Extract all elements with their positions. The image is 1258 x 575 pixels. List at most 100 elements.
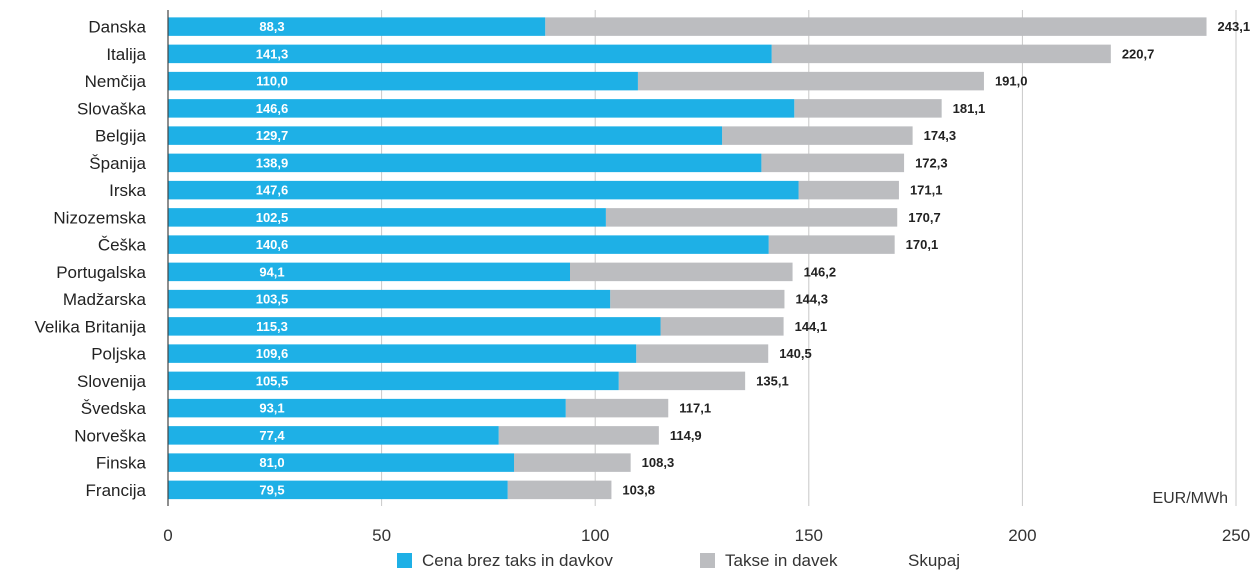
bar-taxes [569, 262, 793, 282]
unit-label: EUR/MWh [1152, 490, 1228, 507]
legend-label: Skupaj [908, 551, 960, 570]
data-label-base: 103,5 [256, 292, 289, 307]
bar-taxes [722, 126, 913, 145]
category-label: Poljska [91, 345, 146, 364]
x-tick-label: 200 [1008, 526, 1036, 545]
data-label-total: 140,5 [779, 346, 812, 361]
category-label: Španija [89, 154, 146, 173]
bar-base-price [168, 153, 762, 173]
data-label-total: 170,1 [906, 237, 939, 252]
category-label: Danska [88, 18, 146, 37]
legend-swatch [397, 553, 412, 568]
legend-label: Takse in davek [725, 551, 838, 570]
category-label: Nemčija [85, 72, 147, 91]
bar-base-price [168, 344, 637, 363]
bars: 88,3 243,1 141,3 220,7 110,0 191,0 146,6 181,1 1… [168, 17, 1251, 500]
category-label: Slovaška [77, 99, 147, 118]
bar-base-price [168, 17, 546, 36]
category-label: Finska [96, 454, 147, 473]
category-label: Norveška [74, 426, 146, 445]
category-labels: Danska Italija Nemčija Slovaška Belgija Špani… [34, 18, 146, 500]
x-tick-label: 250 [1222, 526, 1250, 545]
bar-taxes [565, 398, 669, 418]
bar-taxes [637, 71, 984, 91]
category-label: Irska [109, 181, 146, 200]
bar-base-price [168, 480, 508, 500]
bar-base-price [168, 426, 499, 445]
category-label: Italija [106, 45, 146, 64]
data-label-total: 135,1 [756, 373, 789, 388]
category-label: Madžarska [63, 290, 147, 309]
data-label-total: 174,3 [924, 128, 957, 143]
data-label-base: 94,1 [259, 264, 284, 279]
legend: Cena brez taks in davkov Takse in davek Sk… [397, 551, 960, 570]
bar-taxes [798, 180, 899, 200]
bar-base-price [168, 71, 638, 91]
data-label-base: 110,0 [256, 74, 288, 89]
data-label-total: 171,1 [910, 183, 943, 198]
bar-taxes [610, 289, 785, 309]
bar-base-price [168, 44, 772, 64]
category-label: Slovenija [77, 372, 147, 391]
x-tick-label: 50 [372, 526, 391, 545]
category-label: Češka [98, 236, 147, 255]
bar-taxes [768, 235, 895, 254]
data-label-base: 77,4 [259, 428, 285, 443]
bar-base-price [168, 398, 566, 418]
bar-base-price [168, 289, 611, 309]
data-label-total: 103,8 [622, 482, 655, 497]
data-label-base: 138,9 [256, 155, 289, 170]
legend-label: Cena brez taks in davkov [422, 551, 613, 570]
data-label-base: 88,3 [259, 19, 284, 34]
data-label-base: 147,6 [256, 183, 289, 198]
x-tick-label: 100 [581, 526, 609, 545]
data-label-total: 170,7 [908, 210, 941, 225]
bar-base-price [168, 180, 799, 200]
data-label-base: 146,6 [256, 101, 289, 116]
bar-base-price [168, 126, 723, 145]
data-label-total: 243,1 [1218, 19, 1251, 34]
category-label: Švedska [81, 399, 147, 418]
data-label-total: 108,3 [642, 455, 675, 470]
data-label-base: 105,5 [256, 373, 289, 388]
bar-taxes [660, 317, 784, 336]
data-label-total: 181,1 [953, 101, 986, 116]
data-label-total: 220,7 [1122, 46, 1155, 61]
data-label-base: 129,7 [256, 128, 289, 143]
data-label-total: 172,3 [915, 155, 948, 170]
bar-base-price [168, 262, 570, 282]
data-label-total: 144,1 [795, 319, 828, 334]
legend-swatch [700, 553, 715, 568]
bar-taxes [605, 208, 898, 227]
data-label-total: 144,3 [795, 292, 828, 307]
bar-taxes [771, 44, 1111, 64]
bar-taxes [794, 99, 942, 118]
bar-taxes [507, 480, 612, 500]
category-label: Velika Britanija [34, 317, 146, 336]
grid-lines [381, 10, 1237, 506]
bar-base-price [168, 317, 661, 336]
bar-taxes [618, 371, 746, 391]
data-label-base: 141,3 [256, 46, 289, 61]
x-tick-label: 0 [163, 526, 172, 545]
bar-taxes [545, 17, 1207, 36]
bar-taxes [761, 153, 905, 173]
data-label-base: 109,6 [256, 346, 289, 361]
data-label-total: 146,2 [804, 264, 837, 279]
category-label: Francija [86, 481, 147, 500]
data-label-base: 81,0 [259, 455, 284, 470]
data-label-total: 114,9 [670, 428, 702, 443]
data-label-base: 79,5 [259, 482, 284, 497]
bar-base-price [168, 235, 769, 254]
category-label: Belgija [95, 127, 147, 146]
x-axis-ticks: 0 50 100 150 200 250 [163, 526, 1250, 545]
data-label-base: 102,5 [256, 210, 289, 225]
bar-base-price [168, 99, 795, 118]
data-label-base: 140,6 [256, 237, 289, 252]
data-label-total: 117,1 [679, 401, 711, 416]
data-label-base: 115,3 [256, 319, 288, 334]
category-label: Nizozemska [53, 208, 146, 227]
category-label: Portugalska [56, 263, 146, 282]
data-label-total: 191,0 [995, 74, 1028, 89]
